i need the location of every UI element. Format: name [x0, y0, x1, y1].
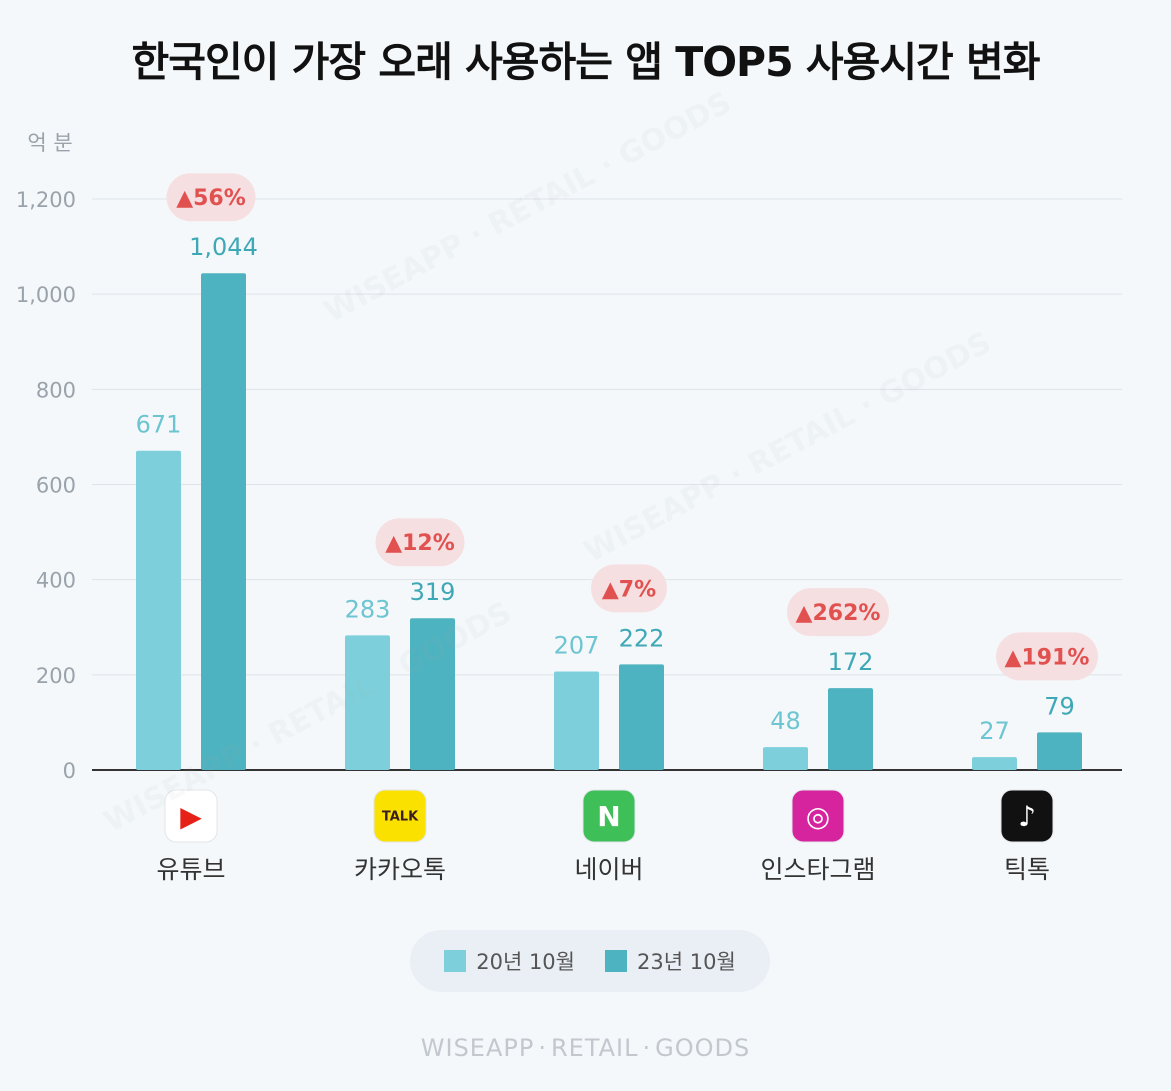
tiktok-icon [1000, 789, 1054, 843]
x-category-label: 유튜브 [156, 855, 225, 884]
instagram-icon-glyph: ◎ [806, 800, 830, 833]
y-tick-label: 800 [36, 378, 76, 402]
y-tick-label: 0 [63, 759, 76, 783]
data-label: 207 [554, 632, 600, 660]
legend-item-2023[interactable]: 23년 10월 [605, 946, 736, 976]
bar-2023 [828, 688, 873, 770]
change-label: ▲56% [176, 186, 246, 211]
y-axis-unit: 억 분 [27, 131, 72, 155]
x-category-label: 카카오톡 [354, 855, 446, 884]
bar-2020 [554, 671, 599, 770]
y-tick-label: 200 [36, 664, 76, 688]
footer-sep-2: · [642, 1034, 652, 1062]
page-title: 한국인이 가장 오래 사용하는 앱 TOP5 사용시간 변화 [131, 38, 1041, 86]
footer-part-1: WISEAPP [420, 1034, 535, 1062]
naver-icon-glyph: N [597, 800, 620, 833]
y-tick-label: 1,000 [16, 283, 76, 307]
tiktok-icon-glyph: ♪ [1018, 800, 1036, 833]
change-label: ▲191% [1005, 645, 1090, 670]
footer-brand: WISEAPP · RETAIL · GOODS [0, 1034, 1171, 1062]
x-category-label: 인스타그램 [760, 855, 875, 884]
footer-sep-1: · [538, 1034, 547, 1062]
change-badge [375, 518, 465, 567]
bar-2023 [201, 273, 246, 770]
legend: 20년 10월 23년 10월 [410, 930, 770, 992]
data-label: 48 [770, 707, 801, 735]
y-tick-label: 400 [36, 569, 76, 593]
bar-2020 [136, 450, 181, 770]
footer-part-3: GOODS [655, 1034, 751, 1062]
change-badge [591, 564, 667, 613]
data-label: 79 [1044, 692, 1075, 720]
y-tick-label: 1,200 [16, 188, 76, 212]
instagram-icon [791, 789, 845, 843]
legend-swatch-2020 [444, 950, 467, 972]
x-category-label: 틱톡 [1004, 855, 1050, 884]
legend-label-2023: 23년 10월 [637, 950, 736, 974]
change-badge [787, 588, 889, 637]
data-label: 222 [619, 624, 665, 652]
legend-swatch-2023 [605, 950, 627, 972]
legend-label-2020: 20년 10월 [476, 950, 575, 974]
youtube-icon [164, 789, 218, 843]
youtube-icon-glyph: ▶ [180, 800, 202, 833]
change-label: ▲7% [602, 577, 656, 602]
change-badge [996, 632, 1098, 681]
footer-part-2: RETAIL [550, 1034, 639, 1062]
change-badge [166, 173, 256, 222]
kakaotalk-icon-glyph: TALK [382, 810, 419, 825]
data-label: 283 [345, 595, 391, 623]
bar-chart: 억 분 1,200 1,000 800 600 400 200 0 671 1,044 ▲56% ▶ 유… [16, 131, 1122, 884]
change-label: ▲262% [796, 601, 881, 626]
bar-2020 [345, 635, 390, 770]
change-label: ▲12% [385, 531, 455, 556]
bar-2023 [619, 664, 664, 770]
bar-2023 [1037, 732, 1082, 770]
naver-icon [582, 789, 636, 843]
data-label: 671 [136, 411, 182, 439]
legend-item-2020[interactable]: 20년 10월 [444, 946, 575, 976]
data-label: 172 [828, 648, 874, 676]
kakaotalk-icon [373, 789, 427, 843]
y-tick-label: 600 [36, 474, 76, 498]
data-label: 1,044 [189, 233, 258, 261]
data-label: 319 [410, 578, 456, 606]
bar-2023 [410, 618, 455, 770]
bar-2020 [972, 757, 1017, 770]
bar-2020 [763, 747, 808, 770]
data-label: 27 [979, 717, 1010, 745]
x-category-label: 네이버 [574, 855, 643, 884]
